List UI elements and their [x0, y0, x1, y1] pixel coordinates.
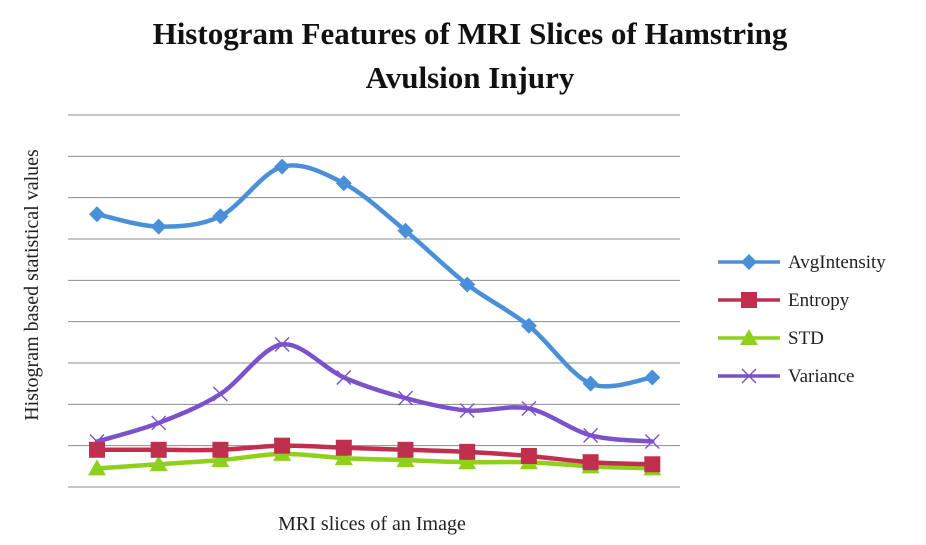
legend-swatch-marker — [741, 292, 757, 308]
data-point-variance — [459, 403, 475, 419]
data-point-entropy — [89, 441, 105, 458]
legend-item-std: STD — [718, 328, 824, 349]
chart-title: Histogram Features of MRI Slices of Hams… — [60, 12, 880, 100]
data-point-std — [211, 451, 230, 468]
data-point-variance — [274, 336, 290, 352]
legend-swatch-marker — [740, 329, 758, 345]
data-point-variance — [212, 386, 228, 402]
legend-label-entropy: Entropy — [788, 290, 850, 311]
legend-label-variance: Variance — [788, 366, 854, 387]
series-markers — [88, 158, 662, 476]
data-point-variance — [644, 434, 660, 450]
legend-swatch-marker — [741, 254, 757, 270]
data-point-avgintensity — [397, 222, 414, 239]
chart-title-line-2: Avulsion Injury — [365, 60, 575, 95]
gridlines — [68, 114, 680, 488]
data-point-entropy — [274, 437, 291, 454]
x-axis-label: MRI slices of an Image — [278, 513, 466, 535]
data-point-std — [149, 455, 168, 472]
series-line-std — [94, 451, 655, 471]
legend-item-entropy: Entropy — [718, 290, 850, 311]
legend-item-avgintensity: AvgIntensity — [718, 252, 886, 273]
data-point-entropy — [397, 441, 414, 458]
legend-swatch-marker — [741, 368, 757, 384]
data-point-std — [458, 453, 477, 470]
chart-title-line-1: Histogram Features of MRI Slices of Hams… — [152, 16, 788, 51]
data-point-avgintensity — [520, 317, 537, 334]
legend-label-std: STD — [788, 328, 824, 349]
y-axis-label: Histogram based statistical values — [21, 149, 43, 421]
data-point-variance — [583, 427, 599, 443]
legend: AvgIntensity Entropy STD Variance — [718, 252, 886, 387]
data-point-std — [88, 459, 106, 476]
data-point-variance — [521, 400, 537, 416]
data-point-avgintensity — [644, 369, 661, 386]
data-point-avgintensity — [150, 218, 167, 235]
series-lines — [94, 163, 655, 471]
data-point-avgintensity — [582, 375, 599, 392]
legend-item-variance: Variance — [718, 366, 854, 387]
data-point-entropy — [459, 443, 476, 460]
series-line-avgintensity — [94, 163, 655, 389]
data-point-avgintensity — [459, 276, 476, 293]
data-point-entropy — [520, 448, 537, 464]
data-point-avgintensity — [212, 208, 229, 225]
data-point-std — [334, 449, 353, 466]
data-point-avgintensity — [89, 206, 105, 223]
data-point-entropy — [150, 441, 167, 458]
series-line-variance — [94, 342, 655, 444]
data-point-entropy — [644, 456, 661, 473]
data-point-variance — [336, 369, 352, 385]
data-point-variance — [151, 415, 167, 431]
data-point-entropy — [335, 439, 352, 456]
data-point-avgintensity — [274, 158, 291, 175]
legend-label-avgintensity: AvgIntensity — [788, 252, 886, 273]
data-point-entropy — [212, 441, 229, 458]
data-point-variance — [398, 390, 413, 406]
series-line-entropy — [94, 443, 655, 467]
data-point-avgintensity — [335, 175, 352, 192]
data-point-entropy — [582, 454, 599, 471]
data-point-std — [396, 451, 415, 468]
